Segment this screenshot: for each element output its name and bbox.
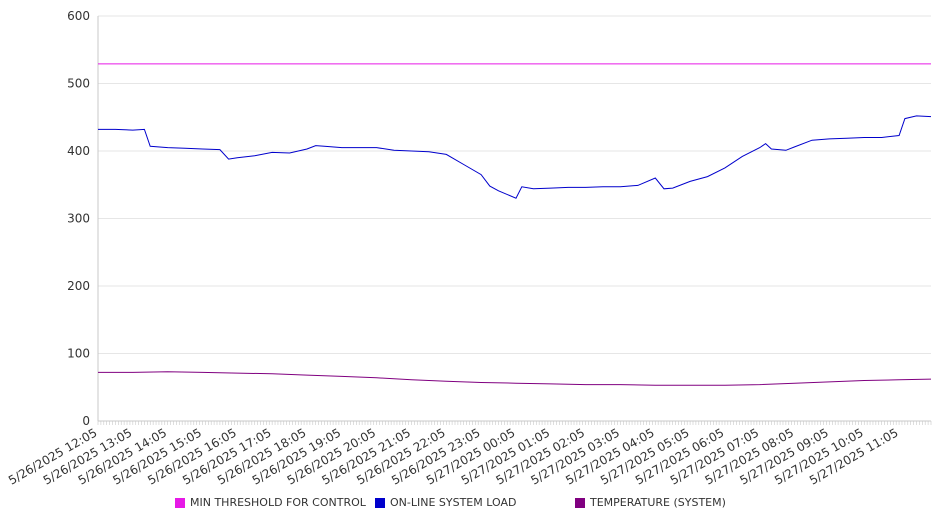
axes (97, 16, 932, 425)
legend-label-temperature: TEMPERATURE (SYSTEM) (590, 496, 726, 509)
legend-swatch-min-threshold (175, 497, 185, 508)
y-tick-label-400: 400 (67, 144, 90, 158)
chart-legend: MIN THRESHOLD FOR CONTROL ON-LINE SYSTEM… (0, 496, 946, 516)
y-tick-label-600: 600 (67, 9, 90, 23)
y-tick-label-200: 200 (67, 279, 90, 293)
y-tick-label-300: 300 (67, 212, 90, 226)
legend-label-min-threshold: MIN THRESHOLD FOR CONTROL (190, 496, 366, 509)
series-lines (98, 63, 932, 386)
series-line-temperature-system (98, 371, 932, 386)
legend-item-temperature[interactable]: TEMPERATURE (SYSTEM) (575, 496, 726, 509)
legend-label-system-load: ON-LINE SYSTEM LOAD (390, 496, 517, 509)
grid-lines (98, 15, 931, 354)
legend-swatch-temperature (575, 497, 585, 508)
y-tick-label-100: 100 (67, 347, 90, 361)
legend-item-system-load[interactable]: ON-LINE SYSTEM LOAD (375, 496, 516, 509)
legend-item-min-threshold[interactable]: MIN THRESHOLD FOR CONTROL (175, 496, 366, 509)
line-chart: 0 100 200 300 400 500 600 5/26/2025 12:055/26/… (6, 9, 932, 488)
x-axis-ticks: 5/26/2025 12:055/26/2025 13:055/26/2025 … (6, 425, 901, 487)
legend-swatch-system-load (375, 497, 385, 508)
y-tick-label-0: 0 (82, 414, 90, 428)
y-axis-ticks: 0 100 200 300 400 500 600 (67, 9, 90, 428)
y-tick-label-500: 500 (67, 77, 90, 91)
series-line-on-line-system-load (98, 115, 932, 199)
